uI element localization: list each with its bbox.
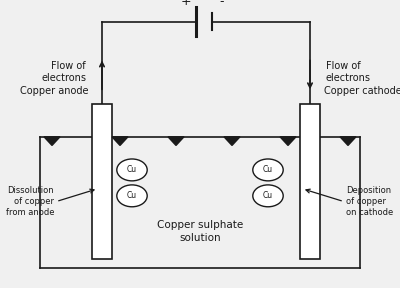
Text: Cu: Cu [263, 165, 273, 175]
Circle shape [253, 185, 283, 207]
Text: +: + [181, 0, 191, 8]
Text: Dissolution
of copper
from anode: Dissolution of copper from anode [6, 186, 54, 217]
Polygon shape [280, 137, 296, 145]
Text: Flow of
electrons: Flow of electrons [41, 61, 86, 83]
Text: Cu: Cu [127, 165, 137, 175]
Text: Cu: Cu [127, 191, 137, 200]
Bar [92, 104, 112, 259]
Polygon shape [340, 137, 356, 145]
Polygon shape [112, 137, 128, 145]
Text: Deposition
of copper
on cathode: Deposition of copper on cathode [346, 186, 393, 217]
Text: Flow of
electrons: Flow of electrons [326, 61, 371, 83]
Text: -: - [220, 0, 224, 8]
Text: Copper sulphate
solution: Copper sulphate solution [157, 220, 243, 243]
Polygon shape [224, 137, 240, 145]
Bar [300, 104, 320, 259]
Circle shape [117, 185, 147, 207]
Polygon shape [44, 137, 60, 145]
Polygon shape [168, 137, 184, 145]
Text: Cu: Cu [263, 191, 273, 200]
Text: Copper cathode: Copper cathode [324, 86, 400, 96]
Circle shape [117, 159, 147, 181]
Circle shape [253, 159, 283, 181]
Text: Copper anode: Copper anode [20, 86, 88, 96]
